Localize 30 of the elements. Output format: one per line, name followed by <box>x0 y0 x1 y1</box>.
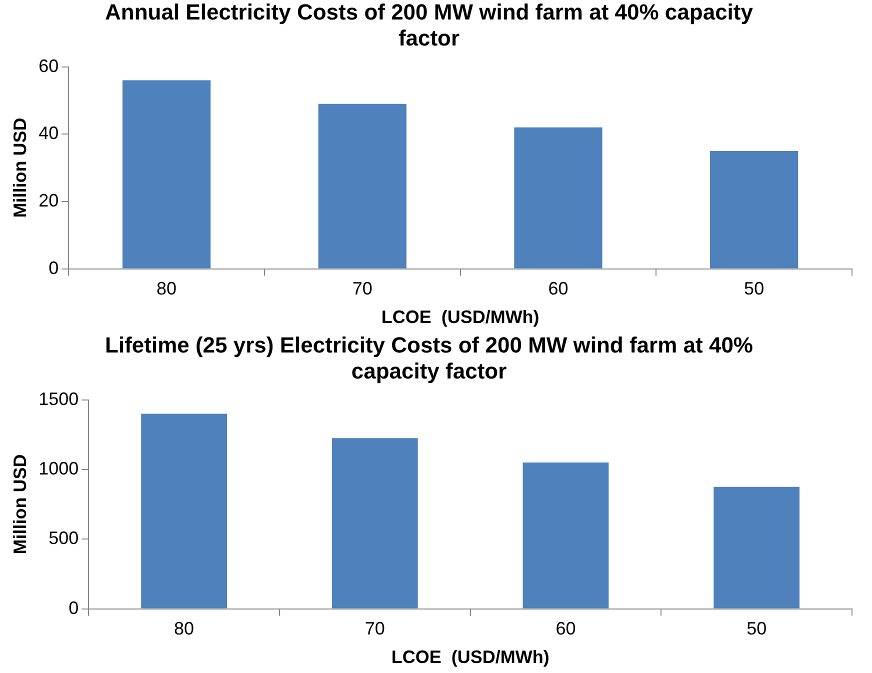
y-tick-label: 1500 <box>38 388 79 409</box>
y-axis-title: Million USD <box>10 118 30 218</box>
y-tick-label: 40 <box>38 123 59 144</box>
x-tick-label: 50 <box>746 618 767 639</box>
y-tick-label: 1000 <box>38 458 79 478</box>
y-tick-label: 60 <box>38 56 59 76</box>
chart-title: Annual Electricity Costs of 200 MW wind farm at 40% capacity factor <box>105 0 754 51</box>
bar <box>710 150 798 268</box>
x-tick-label: 50 <box>744 278 764 299</box>
x-tick-label: 80 <box>174 618 194 639</box>
x-axis-title: LCOE (USD/MWh) <box>381 307 540 328</box>
y-axis-title: Million USD <box>10 454 30 554</box>
bar <box>122 80 211 268</box>
x-tick-label: 70 <box>352 278 372 299</box>
y-tick-label: 500 <box>48 528 79 548</box>
x-tick-label: 80 <box>156 278 177 299</box>
bar <box>141 414 227 608</box>
x-axis-title: LCOE (USD/MWh) <box>391 647 550 668</box>
y-tick-label: 0 <box>68 598 79 618</box>
bar <box>514 127 602 268</box>
bar <box>332 438 418 608</box>
x-tick-label: 70 <box>364 618 385 639</box>
x-tick-label: 60 <box>556 618 576 639</box>
bar <box>522 462 609 608</box>
y-tick-label: 20 <box>38 190 59 210</box>
y-tick-label: 0 <box>48 258 59 278</box>
bar <box>714 486 800 608</box>
chart-title: Lifetime (25 yrs) Electricity Costs of 200 MW wind farm at 40% capacity factor <box>105 332 753 384</box>
bar <box>318 104 406 268</box>
x-tick-label: 60 <box>548 278 568 299</box>
